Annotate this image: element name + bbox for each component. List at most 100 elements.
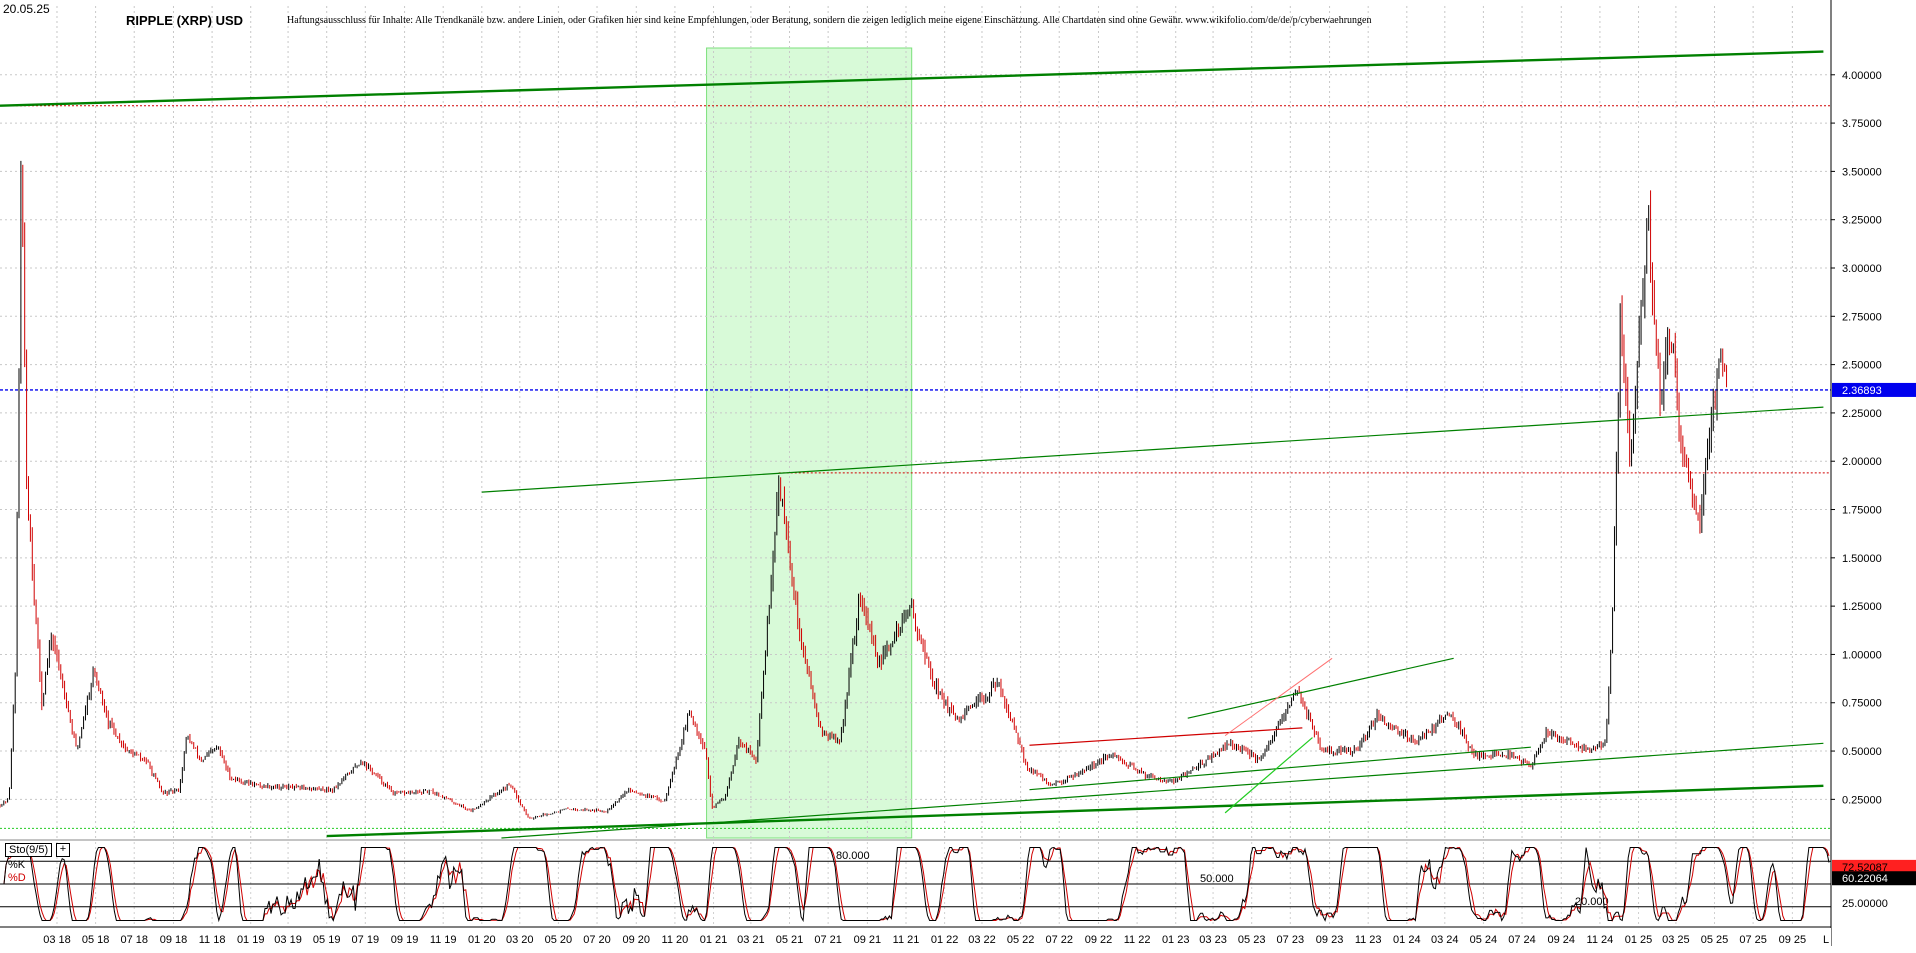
x-tick-label: 03 21 — [737, 934, 765, 946]
trendline — [1029, 727, 1303, 746]
x-tick-label: 07 24 — [1508, 934, 1536, 946]
y-tick-label: 2.50000 — [1842, 360, 1882, 372]
y-tick-label: 3.00000 — [1842, 263, 1882, 275]
x-tick-label: 07 20 — [583, 934, 611, 946]
x-tick-label: 09 25 — [1779, 934, 1807, 946]
current-price-badge — [1832, 382, 1916, 397]
stoch-tick-label: 25.00000 — [1842, 898, 1888, 910]
x-tick-label: 11 21 — [893, 934, 920, 946]
add-indicator-button[interactable]: + — [56, 843, 70, 857]
stoch-level-label: 80.000 — [836, 850, 870, 862]
trendline — [1029, 746, 1531, 791]
x-axis-end-marker: L — [1823, 934, 1829, 946]
y-tick-label: 1.00000 — [1842, 649, 1882, 661]
x-tick-label: 05 24 — [1470, 934, 1498, 946]
y-tick-label: 0.75000 — [1842, 698, 1882, 710]
current-price-label: 2.36893 — [1842, 385, 1882, 397]
x-tick-label: 01 19 — [237, 934, 265, 946]
y-tick-label: 3.75000 — [1842, 118, 1882, 130]
stochastic-k-legend: %K — [8, 859, 26, 871]
x-tick-label: 07 23 — [1277, 934, 1305, 946]
y-tick-label: 4.00000 — [1842, 70, 1882, 82]
y-tick-label: 1.25000 — [1842, 601, 1882, 613]
highlight-zone — [706, 47, 913, 839]
trendline — [1224, 737, 1313, 814]
stoch-level-label: 20.000 — [1575, 896, 1609, 908]
x-axis-band — [0, 928, 1831, 948]
x-tick-label: 09 23 — [1316, 934, 1344, 946]
x-tick-label: 07 21 — [814, 934, 842, 946]
x-tick-label: 05 20 — [545, 934, 573, 946]
y-tick-label: 3.50000 — [1842, 166, 1882, 178]
x-tick-label: 03 19 — [274, 934, 302, 946]
stoch-d-value: 60.22064 — [1842, 873, 1888, 885]
x-tick-label: 09 24 — [1548, 934, 1576, 946]
x-tick-label: 01 20 — [468, 934, 496, 946]
x-tick-label: 03 25 — [1662, 934, 1690, 946]
y-tick-label: 2.00000 — [1842, 456, 1882, 468]
x-tick-label: 05 19 — [313, 934, 341, 946]
x-tick-label: 05 25 — [1701, 934, 1729, 946]
chart-date: 20.05.25 — [3, 2, 50, 16]
x-tick-label: 11 18 — [199, 934, 226, 946]
stochastic-indicator-label[interactable]: Sto(9/5) — [5, 843, 53, 857]
x-tick-label: 01 22 — [931, 934, 959, 946]
x-tick-label: 03 24 — [1431, 934, 1459, 946]
y-tick-label: 2.75000 — [1842, 311, 1882, 323]
y-tick-label: 1.75000 — [1842, 505, 1882, 517]
y-tick-label: 0.50000 — [1842, 746, 1882, 758]
x-tick-label: 05 23 — [1238, 934, 1266, 946]
oscillator-layer: 80.000 50.000 20.000 — [0, 846, 1831, 923]
x-tick-label: 03 22 — [968, 934, 996, 946]
y-tick-label: 1.50000 — [1842, 553, 1882, 565]
trendline — [0, 50, 1824, 107]
chart-title: RIPPLE (XRP) USD — [126, 13, 244, 28]
stoch-k-badge — [1832, 859, 1916, 874]
trendline — [481, 406, 1824, 493]
x-tick-label: 09 21 — [854, 934, 882, 946]
x-tick-label: 01 24 — [1393, 934, 1421, 946]
x-tick-label: 11 22 — [1124, 934, 1151, 946]
x-tick-label: 11 24 — [1587, 934, 1614, 946]
stoch-d-badge — [1832, 871, 1916, 886]
disclaimer-text: Haftungsausschluss für Inhalte: Alle Tre… — [287, 15, 1372, 26]
x-tick-label: 03 18 — [43, 934, 71, 946]
x-tick-label: 11 19 — [430, 934, 457, 946]
trendline — [501, 742, 1824, 839]
x-tick-label: 03 20 — [506, 934, 534, 946]
x-tick-label: 07 25 — [1739, 934, 1767, 946]
x-tick-label: 05 18 — [82, 934, 110, 946]
trendline — [1224, 657, 1333, 736]
x-tick-label: 01 23 — [1162, 934, 1190, 946]
x-tick-label: 07 22 — [1045, 934, 1073, 946]
stoch-level-label: 50.000 — [1200, 873, 1234, 885]
x-tick-label: 01 21 — [700, 934, 728, 946]
green-zone-layer — [706, 47, 913, 839]
x-tick-label: 11 23 — [1355, 934, 1382, 946]
x-tick-label: 07 18 — [120, 934, 148, 946]
stoch-k-value: 72.52087 — [1842, 862, 1888, 874]
x-tick-label: 09 19 — [391, 934, 419, 946]
x-tick-label: 09 22 — [1085, 934, 1113, 946]
horizontal-lines-layer — [0, 105, 1831, 829]
stochastic-d-legend: %D — [8, 872, 26, 884]
x-tick-label: 09 18 — [160, 934, 188, 946]
x-tick-label: 11 20 — [662, 934, 689, 946]
trendlines-layer — [0, 50, 1824, 839]
trendline — [1187, 657, 1454, 719]
x-tick-label: 03 23 — [1199, 934, 1227, 946]
y-tick-label: 0.25000 — [1842, 794, 1882, 806]
y-tick-label: 2.25000 — [1842, 408, 1882, 420]
y-tick-label: 3.25000 — [1842, 215, 1882, 227]
candles-layer — [0, 160, 1728, 820]
x-tick-label: 01 25 — [1625, 934, 1653, 946]
x-tick-label: 05 22 — [1007, 934, 1035, 946]
x-tick-label: 05 21 — [776, 934, 804, 946]
stoch-k-line — [3, 846, 1830, 923]
x-tick-label: 07 19 — [352, 934, 380, 946]
x-tick-label: 09 20 — [623, 934, 651, 946]
trendline — [326, 784, 1824, 838]
